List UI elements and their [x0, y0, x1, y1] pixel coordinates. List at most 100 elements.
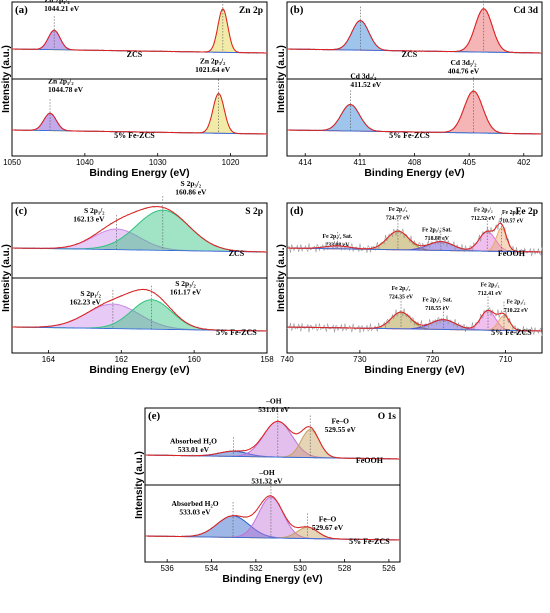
peak-annotation-value: 404.76 eV [448, 67, 480, 76]
peak-annotation-value: 162.23 eV [70, 298, 102, 307]
peak-annotation-value: 1044.78 eV [48, 85, 84, 94]
peak-annotation-value: 718.55 eV [425, 306, 450, 312]
peak-annotation-label: Fe 2p₃/₂ Sat. [422, 228, 452, 234]
sample-label: 5% Fe-ZCS [114, 131, 155, 140]
peak-fill [145, 421, 400, 459]
peak-annotation-value: 161.17 eV [170, 287, 202, 296]
peak-fill [287, 8, 542, 54]
sample-label: ZCS [127, 50, 143, 59]
peak-fill [287, 312, 542, 331]
x-tick-label: 526 [382, 564, 396, 573]
peak-annotation-label: Fe 2p₁/₂ Sat. [323, 234, 353, 240]
panel-label-b: (b) [290, 4, 304, 16]
fit-envelope [12, 92, 267, 135]
x-axis-label: Binding Energy (eV) [364, 364, 464, 376]
y-axis-label: Intensity (a.u.) [276, 45, 287, 113]
x-tick-label: 164 [42, 355, 56, 364]
peak-annotation-label: S 2p₃/₂ [181, 179, 202, 188]
x-tick-label: 534 [205, 564, 219, 573]
peak-fill [12, 304, 267, 331]
sample-label: FeOOH [356, 456, 384, 465]
fit-envelope [287, 309, 542, 332]
peak-annotation-value: 529.67 eV [312, 523, 344, 532]
peak-annotation-label: Absorbed H₂O [170, 436, 217, 445]
fit-envelope [287, 8, 542, 54]
x-tick-label: 730 [353, 355, 367, 364]
peak-annotation-value: 160.86 eV [175, 188, 207, 197]
peak-annotation-label: Absorbed H₂O [171, 499, 218, 508]
x-axis-label: Binding Energy (eV) [222, 573, 322, 585]
fit-envelope [12, 206, 267, 253]
x-tick-label: 532 [249, 564, 263, 573]
fit-envelope [145, 420, 400, 460]
element-label-a: Zn 2p [239, 6, 263, 16]
fit-envelope [12, 288, 267, 332]
peak-annotation-label: Fe 2p₁/₂ [389, 207, 408, 213]
peak-fill [12, 210, 267, 252]
element-label-d: Fe 2p [516, 207, 538, 217]
peak-annotation-value: 411.52 eV [350, 80, 381, 89]
sample-label: 5% Fe-ZCS [349, 537, 390, 546]
peak-annotation-label: Fe 2p₃/₂ [502, 210, 521, 216]
element-label-c: S 2p [245, 207, 263, 217]
peak-annotation-value: 710.57 eV [499, 218, 524, 224]
background-line [287, 247, 542, 253]
x-tick-label: 530 [294, 564, 308, 573]
y-axis-label: Intensity (a.u.) [1, 45, 12, 113]
peak-annotation-value: 529.55 eV [325, 425, 357, 434]
y-axis-label: Intensity (a.u.) [276, 244, 287, 312]
x-tick-label: 405 [462, 158, 476, 167]
peak-annotation-value: 718.88 eV [425, 236, 450, 242]
fit-envelope [287, 222, 542, 253]
peak-annotation-label: Zn 2p₁/₂ [44, 0, 70, 4]
sample-label: 5% Fe-ZCS [491, 328, 532, 337]
x-tick-label: 162 [115, 355, 129, 364]
peak-curve [287, 20, 542, 54]
peak-curve [287, 8, 542, 54]
sample-label: 5% Fe-ZCS [389, 131, 430, 140]
panel-label-c: (c) [15, 205, 28, 217]
x-tick-label: 740 [280, 355, 294, 364]
fit-envelope [12, 8, 267, 54]
peak-annotation-label: Zn 2p₁/₂ [48, 76, 74, 85]
peak-annotation-value: 531.01 eV [258, 405, 290, 414]
peak-curve [287, 90, 542, 135]
peak-annotation-value: 533.03 eV [179, 507, 211, 516]
y-axis-label: Intensity (a.u.) [134, 451, 145, 519]
peak-annotation-value: 162.13 eV [73, 215, 105, 224]
peak-fill [145, 497, 400, 540]
peak-fill [287, 231, 542, 252]
peak-fill [12, 229, 267, 252]
x-tick-label: 158 [260, 355, 274, 364]
peak-fill [287, 91, 542, 134]
x-axis-label: Binding Energy (eV) [89, 364, 189, 376]
x-tick-label: 710 [499, 355, 513, 364]
x-tick-label: 720 [426, 355, 440, 364]
peak-annotation-label: Cd 3d₃/₂ [350, 71, 377, 80]
peak-annotation-value: 1044.21 eV [44, 4, 80, 13]
sample-label: FeOOH [498, 249, 526, 258]
x-axis-label: Binding Energy (eV) [89, 167, 189, 179]
peak-annotation-label: S 2p₁/₂ [80, 289, 101, 298]
peak-annotation-label: Cd 3d₅/₂ [451, 58, 478, 67]
peak-fill [12, 299, 267, 331]
peak-annotation-label: Fe 2p₃/₂ [474, 208, 493, 214]
x-tick-label: 1030 [149, 158, 167, 167]
sample-label: ZCS [229, 249, 245, 258]
panel-label-d: (d) [290, 205, 304, 217]
peak-fill [145, 516, 400, 540]
sample-label: 5% Fe-ZCS [216, 328, 257, 337]
peak-annotation-value: 531.32 eV [251, 477, 283, 486]
y-axis-label: Intensity (a.u.) [1, 244, 12, 312]
peak-annotation-label: –OH [265, 396, 282, 405]
sample-label: ZCS [402, 50, 418, 59]
peak-annotation-label: –OH [258, 468, 275, 477]
peak-annotation-value: 724.35 eV [389, 295, 414, 301]
x-tick-label: 528 [338, 564, 352, 573]
peak-annotation-value: 710.22 eV [504, 308, 529, 314]
peak-annotation-label: Fe–O [319, 514, 337, 523]
fit-envelope [145, 495, 400, 541]
x-tick-label: 414 [299, 158, 313, 167]
